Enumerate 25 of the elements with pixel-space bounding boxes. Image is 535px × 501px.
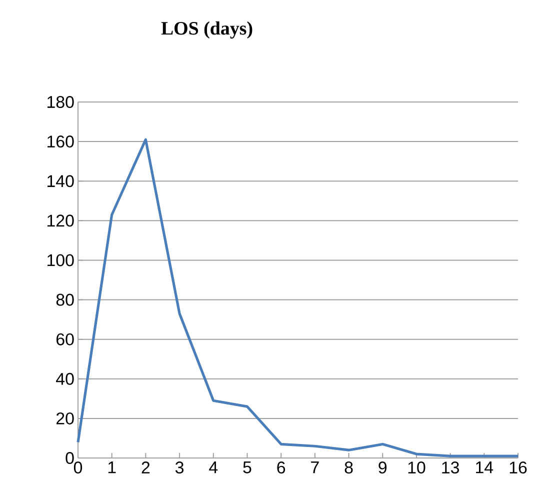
y-tick-label: 60 [56,333,74,346]
chart-title: LOS (days) [161,21,252,39]
y-tick-label: 120 [48,214,74,227]
x-tick-label: 8 [344,462,353,474]
y-tick-label: 20 [56,412,74,424]
y-tick-label: 180 [48,96,74,108]
y-tick-label: 140 [48,175,74,188]
y-tick-label: 160 [48,136,74,148]
y-tick-label: 80 [56,294,74,306]
x-tick-label: 13 [442,462,459,474]
x-tick-label: 10 [408,462,426,474]
x-tick-label: 2 [142,462,150,474]
x-tick-label: 9 [378,462,387,474]
x-tick-label: 1 [108,462,116,474]
x-tick-label: 3 [175,462,184,474]
x-tick-label: 4 [209,462,218,474]
x-tick-label: 14 [476,462,494,474]
x-tick-label: 0 [74,462,82,474]
y-tick-label: 100 [48,254,74,266]
y-tick-label: 0 [66,452,74,464]
x-tick-label: 5 [243,462,252,474]
x-tick-label: 16 [510,462,527,474]
x-tick-label: 7 [311,462,319,474]
x-tick-label: 6 [277,462,286,474]
y-tick-label: 40 [56,372,74,385]
